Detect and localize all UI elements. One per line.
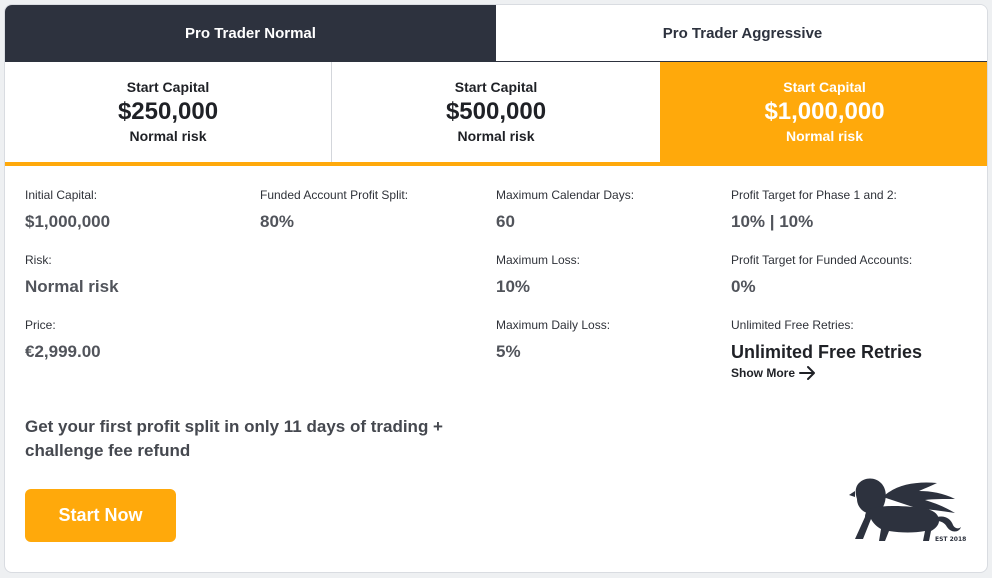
detail-label: Maximum Loss: (496, 253, 581, 267)
detail-label: Profit Target for Phase 1 and 2: (731, 188, 897, 202)
capital-option-250k[interactable]: Start Capital $250,000 Normal risk (5, 62, 332, 162)
detail-value: 60 (496, 212, 515, 231)
arrow-right-icon (799, 366, 816, 380)
show-more-link[interactable]: Show More (731, 365, 817, 381)
detail-value: 10% (496, 277, 531, 296)
show-more-label: Show More (731, 366, 796, 380)
detail-label: Profit Target for Funded Accounts: (731, 253, 913, 267)
detail-risk: Risk: Normal risk (25, 253, 250, 297)
detail-value: Unlimited Free Retries (731, 342, 923, 362)
capital-option-500k[interactable]: Start Capital $500,000 Normal risk (332, 62, 660, 162)
detail-value: 0% (731, 277, 756, 296)
detail-profit-target-funded: Profit Target for Funded Accounts: 0% (731, 253, 956, 297)
detail-label: Maximum Calendar Days: (496, 188, 635, 202)
detail-value: Normal risk (25, 277, 119, 296)
plan-details: Initial Capital: $1,000,000 Risk: Normal… (5, 166, 987, 386)
capital-label: Start Capital (126, 79, 210, 95)
capital-value: $250,000 (117, 98, 219, 125)
pricing-card: Pro Trader Normal Pro Trader Aggressive … (4, 4, 988, 573)
detail-label: Price: (25, 318, 56, 332)
detail-label: Risk: (25, 253, 52, 267)
detail-max-daily-loss: Maximum Daily Loss: 5% (496, 318, 721, 362)
winged-lion-logo-icon: EST 2018 (849, 478, 966, 543)
capital-value: $500,000 (445, 98, 547, 125)
detail-price: Price: €2,999.00 (25, 318, 250, 362)
detail-value: 5% (496, 342, 521, 361)
detail-value: $1,000,000 (25, 212, 111, 231)
capital-label: Start Capital (454, 79, 538, 95)
capital-options: Start Capital $250,000 Normal risk Start… (5, 62, 987, 166)
capital-risk: Normal risk (457, 128, 535, 144)
tab-pro-trader-aggressive[interactable]: Pro Trader Aggressive (496, 5, 987, 62)
detail-profit-target-phases: Profit Target for Phase 1 and 2: 10% | 1… (731, 188, 956, 232)
detail-max-loss: Maximum Loss: 10% (496, 253, 721, 297)
capital-label: Start Capital (783, 79, 866, 95)
start-now-button[interactable]: Start Now (25, 489, 176, 542)
detail-label: Unlimited Free Retries: (731, 318, 854, 332)
logo-est-text: EST 2018 (935, 536, 966, 543)
capital-risk: Normal risk (129, 128, 207, 144)
detail-value: €2,999.00 (25, 342, 101, 361)
detail-initial-capital: Initial Capital: $1,000,000 (25, 188, 250, 232)
promo-text: Get your first profit split in only 11 d… (25, 417, 443, 460)
program-tabs: Pro Trader Normal Pro Trader Aggressive (5, 5, 987, 62)
capital-value: $1,000,000 (764, 98, 885, 125)
capital-option-1m[interactable]: Start Capital $1,000,000 Normal risk (660, 62, 987, 162)
detail-value: 10% | 10% (731, 212, 814, 231)
tab-pro-trader-normal[interactable]: Pro Trader Normal (5, 5, 496, 62)
detail-free-retries: Unlimited Free Retries: Unlimited Free R… (731, 318, 956, 362)
detail-value: 80% (260, 212, 295, 231)
detail-label: Funded Account Profit Split: (260, 188, 409, 202)
capital-risk: Normal risk (785, 128, 864, 144)
detail-label: Maximum Daily Loss: (496, 318, 611, 332)
detail-label: Initial Capital: (25, 188, 98, 202)
detail-profit-split: Funded Account Profit Split: 80% (260, 188, 485, 232)
detail-calendar-days: Maximum Calendar Days: 60 (496, 188, 721, 232)
